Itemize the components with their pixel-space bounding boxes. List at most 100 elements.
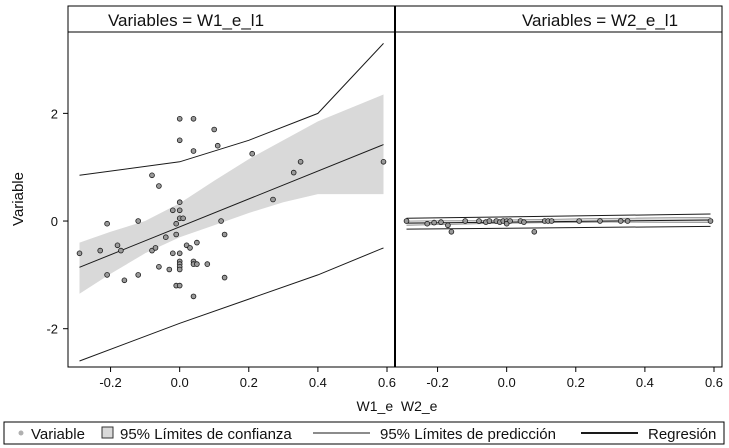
data-point-left-17 (170, 207, 176, 214)
panel-title-right: Variables = W2_e_l1 (522, 11, 678, 30)
data-point-left-24 (176, 207, 183, 214)
x-tick-label-right-2: 0.2 (567, 375, 585, 390)
data-point-left-43 (211, 126, 218, 133)
x-tick-label-left-2: 0.2 (240, 375, 258, 390)
data-point-left-32 (180, 215, 186, 222)
data-point-right-23 (597, 218, 603, 224)
panel-title-left: Variables = W1_e_l1 (108, 11, 264, 30)
data-point-left-4 (114, 242, 121, 249)
regression-line-left (79, 144, 384, 268)
legend-label-prediction: 95% Límites de predicción (380, 426, 556, 443)
data-point-left-21 (176, 116, 183, 122)
data-point-left-16 (170, 250, 176, 257)
data-point-left-15 (166, 266, 173, 273)
data-point-left-19 (173, 231, 180, 238)
data-point-left-39 (190, 293, 197, 300)
data-point-left-50 (290, 169, 297, 176)
data-point-left-6 (121, 277, 128, 284)
prediction-lower-line-right (406, 225, 711, 230)
x-tick-label-left-0: -0.2 (99, 375, 121, 390)
data-point-left-26 (176, 250, 183, 257)
data-point-right-21 (548, 218, 555, 224)
data-point-left-7 (135, 218, 142, 224)
x-tick-label-right-1: 0.0 (498, 375, 516, 390)
data-point-left-45 (218, 218, 224, 224)
data-point-left-49 (270, 196, 276, 203)
x-tick-label-left-3: 0.4 (309, 375, 327, 390)
data-point-right-0 (403, 218, 410, 224)
legend-label-confidence: 95% Límites de confianza (120, 426, 292, 443)
data-point-left-22 (176, 137, 183, 144)
data-point-right-9 (486, 218, 493, 224)
data-point-left-48 (249, 150, 256, 157)
data-point-left-9 (149, 172, 155, 179)
y-tick-label-2: -2 (46, 322, 58, 337)
data-point-left-2 (104, 220, 110, 227)
x-tick-label-left-4: 0.6 (378, 375, 396, 390)
data-point-right-15 (507, 218, 513, 224)
x-tick-label-right-3: 0.4 (636, 375, 654, 390)
y-tick-label-1: 0 (51, 214, 58, 229)
data-point-left-41 (194, 261, 200, 267)
data-point-right-7 (476, 218, 482, 224)
data-point-right-25 (624, 218, 631, 224)
data-point-left-42 (204, 261, 211, 267)
confidence-band-left (79, 94, 384, 294)
data-point-left-1 (97, 247, 103, 254)
data-point-left-44 (214, 142, 221, 149)
x-axis-label: W1_e W2_e (357, 398, 438, 414)
regression-line-right (406, 219, 711, 224)
data-point-left-12 (156, 183, 162, 189)
data-point-left-11 (152, 245, 159, 251)
legend-label-regression: Regresión (648, 426, 716, 443)
panel-header-left (67, 5, 396, 33)
data-point-left-52 (380, 159, 387, 165)
data-point-left-18 (173, 220, 180, 227)
y-axis-label: Variable (10, 172, 27, 226)
data-point-left-34 (187, 245, 193, 251)
prediction-upper-line-right (406, 213, 711, 219)
data-point-left-0 (76, 250, 83, 257)
data-point-left-13 (156, 263, 162, 270)
data-point-right-4 (445, 222, 451, 229)
data-point-left-31 (176, 282, 183, 289)
data-point-left-40 (194, 239, 200, 246)
x-tick-label-left-1: 0.0 (171, 375, 189, 390)
data-point-right-5 (448, 229, 455, 235)
data-point-left-36 (190, 148, 197, 154)
confidence-lower-edge-right (406, 221, 711, 226)
data-point-left-23 (176, 199, 183, 206)
confidence-upper-edge-right (406, 217, 711, 222)
data-point-right-26 (707, 218, 714, 224)
panel-right (403, 213, 714, 235)
data-point-right-17 (521, 219, 527, 225)
panel-left (76, 43, 387, 362)
data-point-left-8 (135, 272, 142, 278)
prediction-upper-line-left (79, 43, 384, 176)
legend-point-icon (18, 430, 24, 436)
prediction-lower-line-left (79, 247, 384, 362)
data-point-right-18 (531, 229, 538, 235)
data-point-right-2 (431, 219, 437, 226)
data-point-left-47 (221, 274, 228, 281)
data-point-right-3 (438, 219, 444, 225)
data-point-right-22 (576, 218, 582, 224)
data-point-left-14 (163, 234, 169, 241)
data-point-left-3 (104, 272, 110, 278)
data-point-left-51 (297, 159, 304, 165)
x-tick-label-right-4: 0.6 (705, 375, 723, 390)
data-point-left-35 (190, 116, 197, 122)
data-point-right-24 (617, 218, 624, 224)
data-point-left-46 (221, 231, 228, 238)
plot-frame-right (394, 31, 723, 368)
panel-header-right (394, 5, 723, 33)
data-point-right-6 (462, 218, 469, 224)
data-point-left-5 (118, 247, 124, 254)
legend-label-variable: Variable (31, 426, 85, 443)
x-tick-label-right-0: -0.2 (426, 375, 448, 390)
axes: -0.2 0.0 0.2 0.4 0.6 2 0 -2 -0.2 0.0 0.2 0.4 0.6 (46, 106, 723, 390)
legend-band-icon (101, 426, 114, 439)
data-point-right-1 (424, 220, 431, 227)
y-tick-label-0: 2 (51, 106, 58, 121)
